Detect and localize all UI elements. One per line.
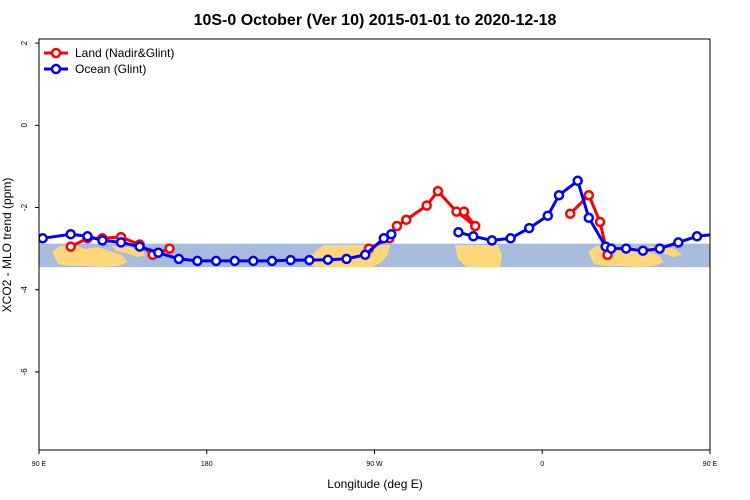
data-point [341, 253, 352, 265]
data-point [486, 235, 498, 246]
y-tick-label: -2 [20, 203, 29, 211]
data-point [322, 254, 334, 265]
data-point [65, 228, 76, 240]
data-point [97, 235, 108, 246]
data-point [553, 189, 565, 201]
data-point [468, 231, 479, 242]
data-point [605, 243, 617, 254]
data-point [304, 254, 315, 266]
data-point [505, 233, 516, 244]
data-point [386, 228, 397, 240]
data-point [523, 222, 535, 234]
data-point [691, 231, 703, 242]
data-point [730, 236, 738, 244]
y-axis: 2 0 -2 -4 -6 [20, 40, 39, 375]
series-layer [39, 175, 738, 267]
legend-ocean-marker [50, 63, 62, 75]
x-tick-label: 0 [540, 461, 544, 468]
data-point [583, 189, 595, 201]
land-mass-africa [455, 245, 502, 267]
data-point [400, 214, 412, 226]
data-point [378, 233, 390, 244]
data-point [229, 255, 240, 267]
series-line [569, 193, 609, 256]
legend-land-label: Land (Nadir&Glint) [75, 46, 174, 60]
data-point [391, 220, 403, 232]
data-point [712, 230, 720, 238]
x-axis-label: Longitude (deg E) [327, 477, 422, 491]
x-tick-label: 90 E [32, 461, 47, 468]
data-point [469, 220, 481, 232]
data-point [82, 231, 93, 242]
legend-land-marker [50, 47, 62, 59]
data-point [421, 200, 432, 211]
data-point [173, 253, 185, 265]
y-tick-label: 0 [20, 123, 29, 128]
chart-title: 10S-0 October (Ver 10) 2015-01-01 to 202… [194, 12, 557, 29]
data-point [620, 243, 632, 254]
data-point [673, 237, 684, 248]
data-point [266, 255, 278, 267]
series-ocean [39, 175, 738, 267]
data-point [432, 185, 444, 197]
data-point [248, 255, 259, 267]
y-axis-label: XCO2 - MLO trend (ppm) [0, 178, 14, 313]
y-tick-label: 2 [20, 40, 29, 45]
data-point [453, 226, 464, 238]
data-point [115, 237, 127, 248]
data-point [542, 210, 554, 221]
y-tick-label: -6 [20, 368, 29, 376]
data-point [192, 255, 203, 267]
data-point [359, 249, 371, 261]
legend-ocean-label: Ocean (Glint) [75, 62, 146, 76]
data-point [572, 175, 583, 187]
plot-area [38, 38, 738, 451]
x-axis: 90 E 180 90 W 0 90 E [32, 450, 718, 468]
data-point [210, 255, 222, 267]
data-point [134, 241, 145, 252]
y-tick-label: -4 [20, 286, 29, 294]
x-tick-label: 180 [201, 461, 213, 468]
legend: Land (Nadir&Glint) Ocean (Glint) [44, 46, 174, 76]
data-point [654, 243, 665, 254]
data-point [65, 241, 76, 252]
data-point [583, 212, 595, 224]
data-point [564, 208, 576, 219]
data-point [153, 247, 164, 258]
data-point [164, 243, 175, 254]
data-point [637, 245, 649, 256]
x-tick-label: 90 W [366, 461, 383, 468]
data-point [594, 216, 606, 228]
data-point [285, 254, 296, 266]
x-tick-label: 90 E [703, 461, 718, 468]
data-point [39, 233, 48, 244]
data-point [458, 206, 470, 217]
